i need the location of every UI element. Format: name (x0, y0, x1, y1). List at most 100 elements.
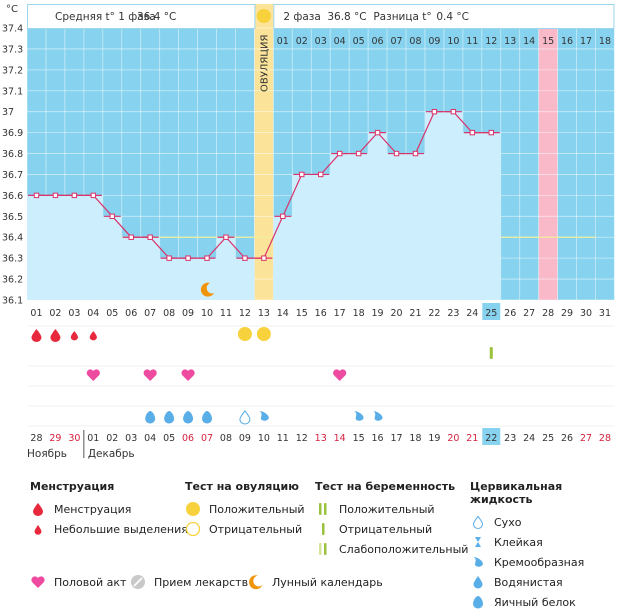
calendar-date: 05 (163, 433, 175, 444)
calendar-date: 26 (561, 433, 573, 444)
pill-icon (130, 574, 146, 590)
temp-bar (406, 153, 425, 300)
x-day-label: 17 (334, 308, 346, 319)
temp-point (488, 129, 494, 136)
creamy-drop-icon (470, 554, 486, 570)
temp-point (33, 192, 40, 199)
phase2-day-label: 18 (599, 36, 611, 47)
calendar-date: 25 (542, 433, 554, 444)
temp-bar (387, 153, 406, 300)
heart-icon (86, 369, 100, 381)
temp-point (52, 192, 59, 199)
legend-item-ovu-positive: Положительный (185, 499, 305, 519)
x-day-label: 30 (580, 308, 592, 319)
y-tick-label: 37 (2, 107, 14, 118)
legend-menstruation-label: Менструация (54, 502, 132, 516)
heart-icon (30, 574, 46, 590)
menstruation-drop-icon (70, 330, 78, 341)
temp-point (204, 255, 210, 261)
temp-point (109, 213, 115, 220)
x-day-label: 05 (106, 308, 118, 319)
legend-preg-weak-label: Слабоположительный (339, 542, 469, 556)
y-tick-label: 37.3 (2, 44, 23, 55)
preg-positive-icon (315, 501, 331, 517)
calendar-date: 11 (277, 433, 289, 444)
y-tick-label: 37.2 (2, 65, 23, 76)
temp-point (280, 213, 286, 220)
temp-point (431, 108, 438, 115)
temp-bar (140, 237, 160, 300)
phase1-label: Средняя t° 1 фаза (55, 11, 156, 23)
calendar-date: 30 (68, 433, 80, 444)
temp-bar (121, 237, 141, 300)
temp-point (261, 255, 267, 261)
phase2-day-label: 16 (561, 36, 573, 47)
y-unit-label: °C (6, 4, 18, 15)
heart-icon (143, 369, 157, 381)
temp-point (469, 129, 476, 136)
x-day-label: 29 (561, 308, 573, 319)
legend-item-moon: Лунный календарь (248, 574, 383, 590)
month-prev-label: Ноябрь (27, 448, 67, 460)
x-day-label: 04 (87, 308, 99, 319)
temp-bar (443, 111, 463, 300)
x-day-label: 13 (258, 308, 270, 319)
calendar-date: 27 (580, 433, 592, 444)
calendar-date: 06 (182, 433, 194, 444)
legend-medication-label: Прием лекарств (154, 575, 249, 589)
legend-spotting-label: Небольшие выделения (54, 522, 188, 536)
phase2-label: 2 фаза (283, 11, 320, 23)
calendar-date: 08 (220, 433, 232, 444)
x-day-label: 22 (428, 308, 440, 319)
phase1-box (27, 4, 256, 29)
highlight-day-box (482, 303, 501, 320)
ovulation-label: ОВУЛЯЦИЯ (259, 35, 270, 93)
eggwhite-drop-icon (145, 411, 156, 424)
calendar-date: 14 (334, 433, 346, 444)
calendar-date: 16 (372, 433, 384, 444)
temp-bar (102, 216, 122, 300)
temp-point (147, 234, 153, 240)
calendar-date: 19 (428, 433, 440, 444)
legend-item-menstruation: Менструация (30, 499, 188, 519)
phase2-day-label: 09 (428, 36, 440, 47)
temp-point (185, 255, 191, 261)
legend-creamy-label: Кремообразная (494, 555, 585, 569)
phase2-day-label: 04 (334, 36, 346, 47)
phase2-day-label: 05 (353, 36, 365, 47)
temp-point (71, 192, 78, 199)
eggwhite-drop-icon (470, 594, 486, 610)
legend-item-ovu-negative: Отрицательный (185, 519, 305, 539)
x-day-label: 14 (277, 308, 289, 319)
legend-menstruation-title: Менструация (30, 480, 115, 493)
temp-point (242, 255, 248, 261)
x-day-label: 31 (599, 308, 611, 319)
preg-negative-icon (315, 521, 331, 537)
calendar-date: 28 (599, 433, 611, 444)
preg-weak-icon (315, 541, 331, 557)
diff-value: 0.4 °C (436, 11, 469, 23)
ovu-negative-icon (185, 521, 201, 537)
legend-dry-label: Сухо (494, 515, 522, 529)
calendar-date: 17 (390, 433, 402, 444)
calendar-date: 15 (353, 433, 365, 444)
x-day-label: 09 (182, 308, 194, 319)
legend-item-spotting: Небольшие выделения (30, 519, 188, 539)
temp-point (128, 234, 134, 240)
calendar-date: 29 (49, 433, 61, 444)
x-day-label: 25 (485, 308, 497, 319)
temp-point (374, 129, 381, 136)
x-day-label: 16 (315, 308, 327, 319)
eggwhite-drop-icon (164, 411, 175, 424)
temp-bar (368, 132, 388, 300)
y-tick-label: 36.4 (2, 233, 23, 244)
calendar-date: 09 (239, 433, 251, 444)
y-tick-label: 36.5 (2, 212, 23, 223)
legend-preg-positive-label: Положительный (339, 502, 435, 516)
y-tick-label: 36.7 (2, 170, 23, 181)
temp-bar (424, 111, 444, 300)
calendar-date: 23 (504, 433, 516, 444)
phase2-day-label: 10 (447, 36, 459, 47)
calendar-date: 07 (201, 433, 213, 444)
